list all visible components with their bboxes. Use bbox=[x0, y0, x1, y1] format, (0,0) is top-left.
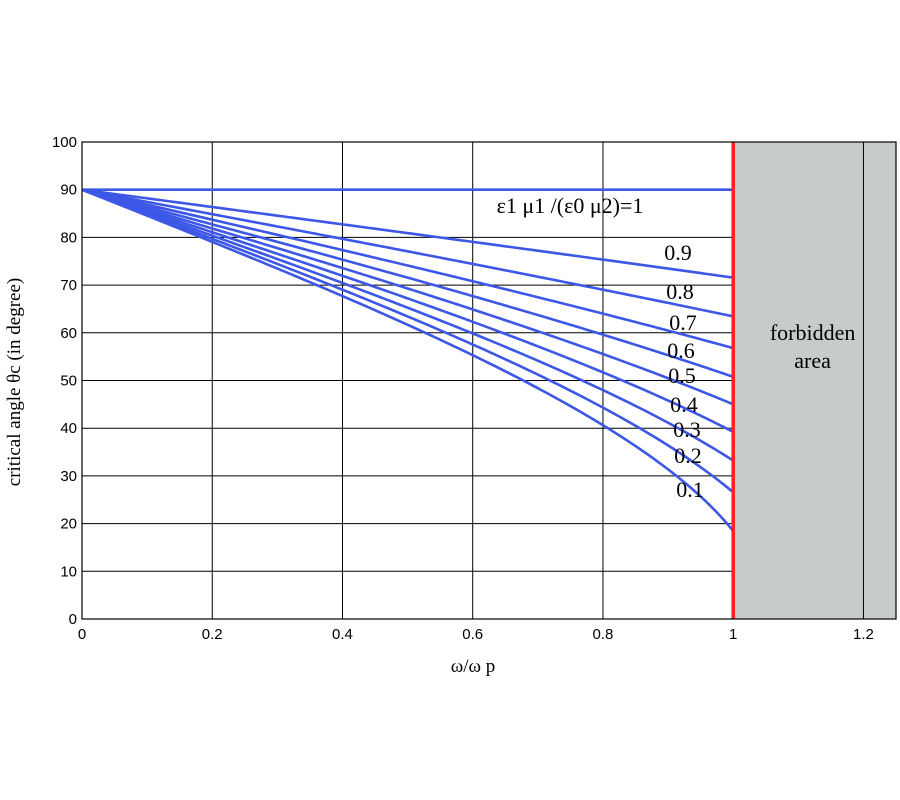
curve-series-4 bbox=[81, 188, 734, 379]
y-axis-label: critical angle θc (in degree) bbox=[4, 278, 25, 486]
curve-label-4: 0.6 bbox=[667, 338, 695, 363]
curve-label-2: 0.8 bbox=[666, 279, 694, 304]
forbidden-area-label-line-1: area bbox=[794, 348, 831, 373]
plot-frame bbox=[81, 141, 897, 620]
y-tick-label-7: 70 bbox=[60, 277, 77, 294]
x-tick-label-0: 0 bbox=[78, 626, 86, 643]
curve-series-7 bbox=[81, 188, 734, 462]
y-tick-label-10: 100 bbox=[52, 134, 77, 151]
y-tick-label-6: 60 bbox=[60, 325, 77, 342]
curve-label-9: 0.1 bbox=[676, 477, 704, 502]
curve-series-9 bbox=[81, 188, 735, 532]
y-tick-label-9: 90 bbox=[60, 182, 77, 199]
x-tick-label-2: 0.4 bbox=[332, 626, 353, 643]
y-tick-label-3: 30 bbox=[60, 468, 77, 485]
curve-series-2 bbox=[81, 188, 734, 318]
curve-label-0: ε1 μ1 /(ε0 μ2)=1 bbox=[497, 193, 644, 218]
x-axis-label: ω/ω p bbox=[451, 656, 496, 677]
curve-label-5: 0.5 bbox=[668, 363, 696, 388]
forbidden-area-region bbox=[733, 142, 896, 619]
curve-series-8 bbox=[81, 188, 735, 494]
y-tick-label-4: 40 bbox=[60, 420, 77, 437]
curve-series-3 bbox=[81, 188, 734, 350]
y-tick-label-5: 50 bbox=[60, 373, 77, 390]
curve-series-1 bbox=[81, 188, 734, 279]
y-tick-label-0: 0 bbox=[69, 611, 77, 628]
x-tick-label-5: 1 bbox=[729, 626, 737, 643]
forbidden-area-label-line-0: forbidden bbox=[770, 320, 856, 345]
curve-label-6: 0.4 bbox=[670, 392, 698, 417]
curve-label-7: 0.3 bbox=[673, 417, 701, 442]
y-tick-label-8: 80 bbox=[60, 229, 77, 246]
y-tick-label-1: 10 bbox=[60, 563, 77, 580]
curve-series-5 bbox=[81, 188, 734, 406]
x-tick-label-3: 0.6 bbox=[462, 626, 483, 643]
x-tick-label-4: 0.8 bbox=[593, 626, 614, 643]
curve-label-1: 0.9 bbox=[664, 240, 692, 265]
x-tick-label-1: 0.2 bbox=[202, 626, 223, 643]
y-tick-label-2: 20 bbox=[60, 516, 77, 533]
x-tick-label-6: 1.2 bbox=[853, 626, 874, 643]
curve-label-8: 0.2 bbox=[674, 443, 702, 468]
curve-series-6 bbox=[81, 188, 734, 434]
curve-label-3: 0.7 bbox=[669, 310, 697, 335]
